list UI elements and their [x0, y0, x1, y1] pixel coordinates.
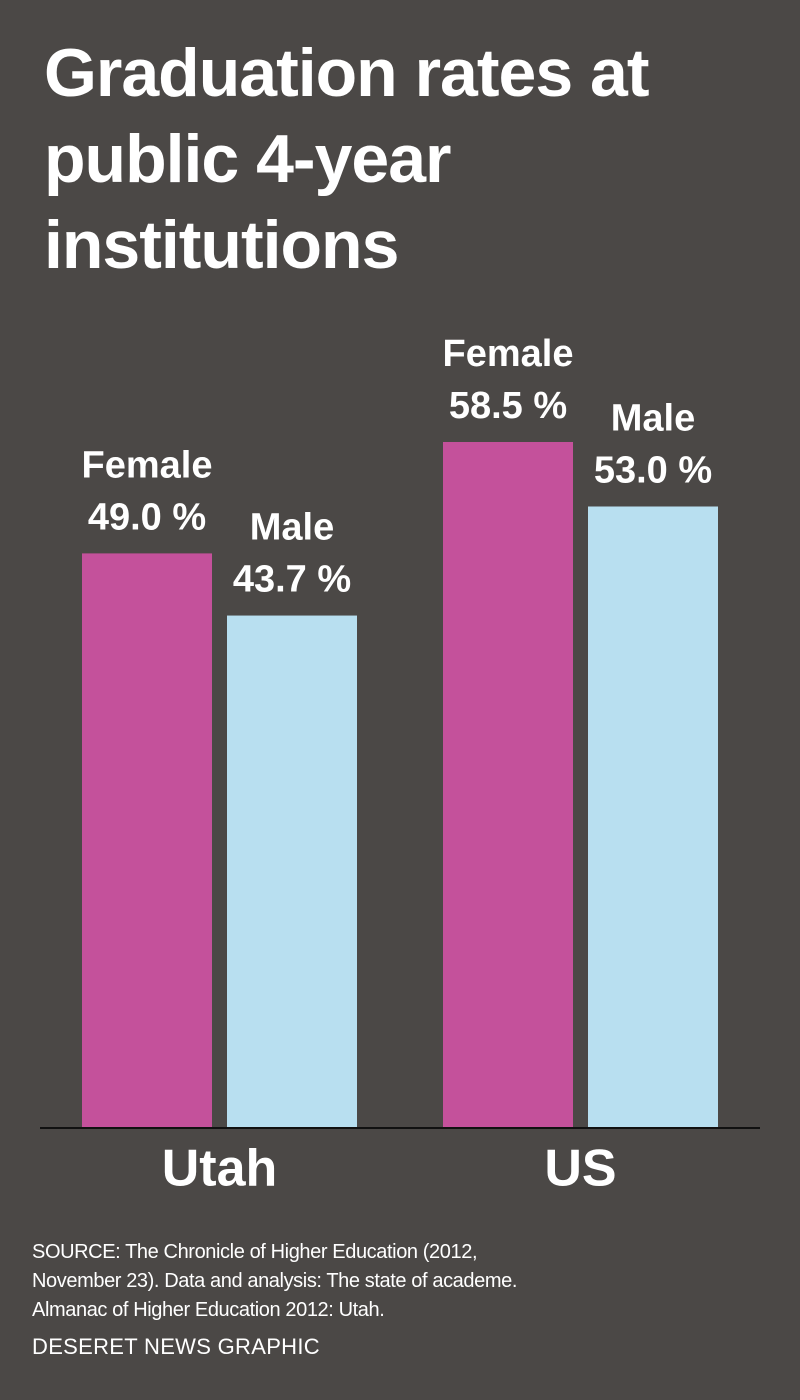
series-label: Female	[82, 444, 213, 486]
bar	[227, 615, 357, 1128]
bar	[82, 553, 212, 1128]
value-label: 43.7 %	[233, 559, 351, 601]
value-label: 53.0 %	[594, 450, 712, 492]
credit: DESERET NEWS GRAPHIC	[32, 1334, 320, 1359]
bar	[588, 506, 718, 1128]
bar	[443, 442, 573, 1128]
value-label: 58.5 %	[449, 385, 567, 427]
series-label: Male	[611, 398, 695, 440]
x-tick-label: US	[544, 1140, 616, 1198]
series-label: Female	[443, 333, 574, 375]
chart-title: Graduation rates at public 4-year instit…	[44, 35, 650, 283]
x-tick-label: Utah	[162, 1140, 278, 1198]
source-note: SOURCE: The Chronicle of Higher Educatio…	[32, 1241, 517, 1321]
value-label: 49.0 %	[88, 496, 206, 538]
series-label: Male	[250, 507, 334, 549]
